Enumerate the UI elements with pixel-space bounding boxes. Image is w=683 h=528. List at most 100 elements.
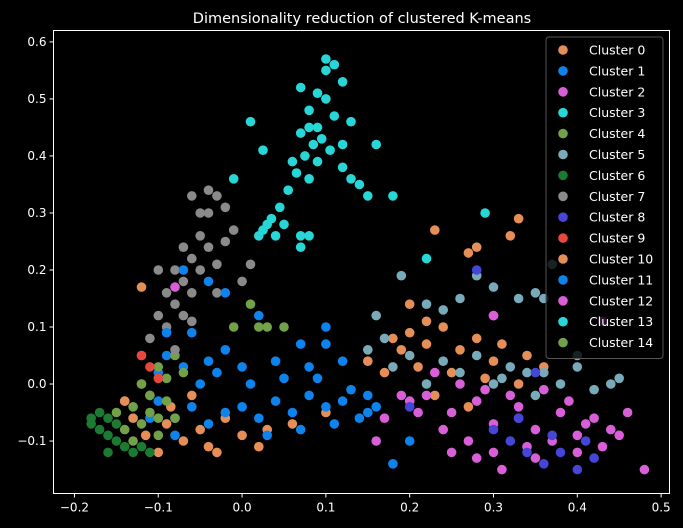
legend-label: Cluster 3	[589, 105, 645, 120]
data-point	[639, 464, 650, 475]
data-point	[111, 436, 122, 446]
legend-item: Cluster 9	[558, 231, 645, 246]
data-point	[203, 208, 214, 218]
legend-marker	[558, 45, 568, 55]
data-point	[161, 373, 172, 384]
y-tick-label: 0.5	[27, 92, 46, 106]
data-point	[153, 310, 164, 321]
legend: Cluster 0 Cluster 1 Cluster 2 Cluster 3 Clus…	[545, 36, 664, 359]
legend-item: Cluster 1	[558, 63, 645, 78]
data-point	[329, 111, 340, 121]
data-point	[555, 447, 566, 458]
data-point	[555, 379, 566, 389]
data-point	[212, 367, 222, 378]
data-point	[203, 419, 214, 429]
legend-label: Cluster 2	[589, 84, 645, 99]
data-point	[170, 265, 180, 275]
data-point	[170, 345, 180, 355]
data-point	[153, 447, 164, 458]
data-point	[337, 139, 348, 150]
data-point	[312, 156, 323, 167]
data-point	[589, 384, 599, 395]
data-point	[187, 191, 197, 201]
data-point	[253, 413, 264, 424]
data-point	[354, 413, 365, 424]
data-point	[471, 396, 482, 406]
y-tick-label: 0.4	[27, 149, 46, 163]
data-point	[321, 322, 331, 332]
data-point	[153, 265, 164, 275]
legend-label: Cluster 10	[589, 252, 653, 267]
data-point	[220, 236, 231, 247]
x-tick-label: −0.2	[60, 501, 89, 515]
data-point	[321, 54, 331, 64]
data-point	[505, 231, 516, 241]
data-point	[455, 367, 465, 378]
data-point	[187, 327, 197, 338]
y-tick-label: 0.2	[27, 263, 46, 277]
data-point	[371, 139, 382, 150]
legend-marker	[558, 170, 568, 181]
x-tick-label: 0.0	[233, 501, 252, 515]
data-point	[187, 253, 197, 264]
data-point	[589, 413, 599, 424]
data-point	[488, 310, 499, 321]
data-point	[404, 327, 415, 338]
data-point	[522, 350, 532, 361]
data-point	[287, 156, 298, 167]
data-point	[287, 419, 298, 429]
data-point	[304, 174, 314, 184]
data-point	[237, 430, 247, 441]
data-point	[505, 436, 516, 446]
data-point	[279, 322, 289, 332]
series-cluster-11	[161, 265, 331, 349]
data-point	[203, 356, 214, 367]
legend-marker	[558, 233, 568, 243]
data-point	[287, 407, 298, 418]
data-point	[513, 213, 524, 224]
series-cluster-10	[119, 282, 482, 406]
data-point	[455, 345, 465, 355]
data-point	[354, 179, 365, 190]
data-point	[245, 299, 256, 310]
data-point	[187, 316, 197, 327]
legend-label: Cluster 4	[589, 126, 645, 141]
legend-item: Cluster 13	[558, 314, 653, 329]
data-point	[228, 322, 239, 332]
x-tick-label: 0.1	[316, 501, 335, 515]
legend-label: Cluster 9	[589, 231, 645, 246]
data-point	[295, 82, 306, 93]
data-point	[329, 419, 340, 429]
data-point	[304, 231, 314, 241]
y-axis: −0.1 0.0 0.1 0.2 0.3 0.4 0.5 0.6	[17, 35, 54, 448]
data-point	[471, 350, 482, 361]
data-point	[161, 350, 172, 361]
legend-item: Cluster 12	[558, 293, 653, 308]
data-point	[597, 441, 608, 452]
y-tick-label: −0.1	[17, 434, 46, 448]
legend-label: Cluster 14	[589, 335, 653, 350]
data-point	[421, 339, 432, 349]
data-point	[606, 424, 616, 435]
data-point	[555, 407, 566, 418]
data-point	[547, 430, 557, 441]
data-point	[270, 356, 281, 367]
data-point	[572, 447, 583, 458]
legend-item: Cluster 6	[558, 168, 645, 183]
data-point	[438, 356, 449, 367]
x-tick-label: 0.5	[652, 501, 671, 515]
data-point	[253, 322, 264, 332]
legend-box	[545, 36, 664, 359]
data-point	[111, 407, 122, 418]
data-point	[379, 413, 390, 424]
data-point	[140, 430, 151, 441]
data-point	[283, 185, 294, 195]
data-point	[530, 453, 541, 463]
data-point	[497, 373, 507, 384]
data-point	[455, 379, 465, 389]
data-point	[195, 208, 205, 218]
data-point	[187, 288, 197, 298]
legend-label: Cluster 13	[589, 314, 653, 329]
data-point	[513, 402, 524, 412]
data-point	[128, 413, 138, 424]
